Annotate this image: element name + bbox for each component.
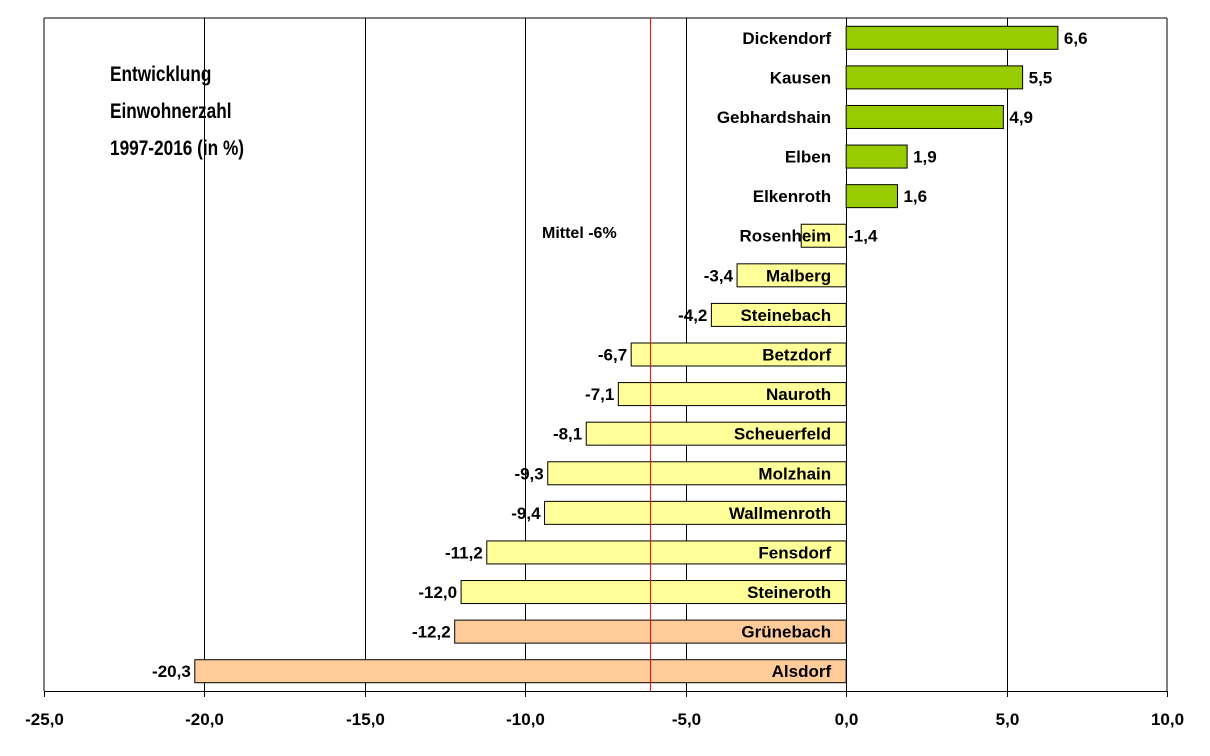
bar xyxy=(845,184,898,209)
value-label: 1,6 xyxy=(903,187,927,206)
category-label: Scheuerfeld xyxy=(734,425,831,444)
category-label: Steineroth xyxy=(747,583,831,602)
value-label: 5,5 xyxy=(1029,68,1053,87)
x-tick-label: -5,0 xyxy=(672,710,701,729)
bar xyxy=(460,580,847,605)
bar xyxy=(617,382,847,407)
bar xyxy=(630,342,847,367)
mean-line-label: Mittel -6% xyxy=(542,225,617,242)
category-label: Betzdorf xyxy=(762,346,831,365)
value-label: -8,1 xyxy=(553,425,582,444)
category-label: Malberg xyxy=(766,266,831,285)
category-label: Grünebach xyxy=(741,623,831,642)
chart-title-line-2: Einwohnerzahl xyxy=(110,100,232,123)
category-label: Dickendorf xyxy=(742,29,831,48)
category-label: Gebhardshain xyxy=(717,108,831,127)
value-label: 4,9 xyxy=(1009,108,1033,127)
chart-title-line-1: Entwicklung xyxy=(110,63,212,86)
chart-title-line-3: 1997-2016 (in %) xyxy=(110,137,245,160)
bar xyxy=(194,659,847,684)
category-label: Steinebach xyxy=(740,306,831,325)
x-tick-label: 0,0 xyxy=(835,710,859,729)
category-label: Fensdorf xyxy=(758,543,831,562)
bar xyxy=(486,540,847,565)
bar xyxy=(845,104,1004,129)
value-label: -3,4 xyxy=(704,266,734,285)
value-label: 6,6 xyxy=(1064,29,1088,48)
category-label: Wallmenroth xyxy=(729,504,831,523)
value-label: -9,4 xyxy=(511,504,541,523)
value-label: -6,7 xyxy=(598,346,627,365)
bar xyxy=(845,65,1024,90)
category-label: Alsdorf xyxy=(772,662,832,681)
bar xyxy=(845,25,1059,50)
x-tick-label: -20,0 xyxy=(185,710,224,729)
category-label: Kausen xyxy=(770,68,831,87)
category-label: Molzhain xyxy=(758,464,831,483)
category-label: Rosenheim xyxy=(740,227,832,246)
value-label: -7,1 xyxy=(585,385,614,404)
bar xyxy=(845,144,908,169)
value-label: -4,2 xyxy=(678,306,707,325)
bar xyxy=(710,302,847,327)
bar xyxy=(547,461,847,486)
value-label: -11,2 xyxy=(445,543,483,562)
category-label: Elkenroth xyxy=(753,187,831,206)
value-label: -20,3 xyxy=(152,662,191,681)
x-tick-label: -10,0 xyxy=(506,710,545,729)
value-label: 1,9 xyxy=(913,148,937,167)
bar xyxy=(736,263,847,288)
bar xyxy=(585,421,847,446)
value-label: -12,2 xyxy=(412,623,451,642)
x-tick-label: -25,0 xyxy=(25,710,64,729)
value-label: -9,3 xyxy=(514,464,543,483)
category-label: Elben xyxy=(785,148,831,167)
category-label: Nauroth xyxy=(766,385,831,404)
x-tick-label: 10,0 xyxy=(1151,710,1184,729)
value-label: -1,4 xyxy=(848,227,878,246)
x-tick-label: 5,0 xyxy=(996,710,1020,729)
bar xyxy=(800,223,847,248)
bar xyxy=(544,500,847,525)
x-tick-label: -15,0 xyxy=(346,710,385,729)
value-label: -12,0 xyxy=(418,583,457,602)
